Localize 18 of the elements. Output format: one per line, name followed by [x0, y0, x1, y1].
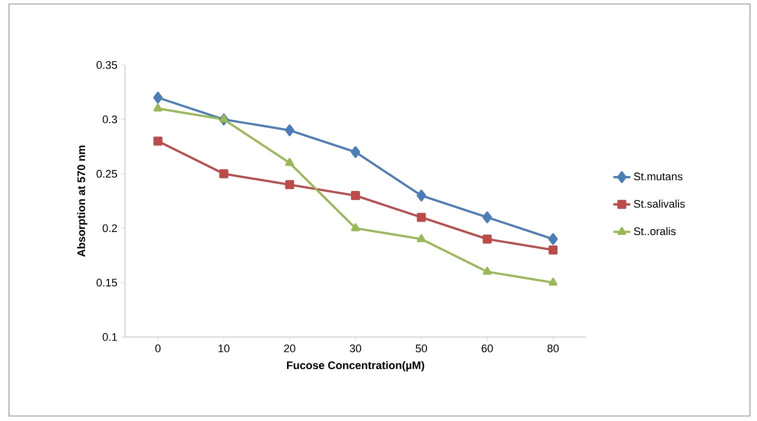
y-tick-label: 0.15 — [96, 278, 118, 286]
y-tick-label: 0.1 — [102, 333, 117, 341]
legend-label: St.salivalis — [634, 200, 685, 208]
y-axis-title: Absorption at 570 nm — [77, 146, 88, 257]
legend-label: St..oralis — [634, 227, 676, 236]
x-tick-label: 80 — [547, 344, 559, 352]
x-tick-label: 0 — [155, 344, 161, 352]
x-tick-label: 30 — [350, 344, 362, 352]
legend-label: St.mutans — [634, 172, 682, 180]
x-tick-label: 50 — [416, 344, 428, 352]
x-tick-label: 20 — [284, 344, 296, 352]
x-axis-title: Fucose Concentration(µM) — [287, 361, 424, 372]
y-tick-label: 0.3 — [102, 116, 117, 124]
x-tick-label: 10 — [218, 344, 230, 352]
y-tick-label: 0.2 — [102, 224, 117, 232]
y-tick-label: 0.25 — [96, 170, 118, 178]
y-tick-label: 0.35 — [96, 61, 118, 69]
x-tick-label: 60 — [482, 344, 493, 352]
